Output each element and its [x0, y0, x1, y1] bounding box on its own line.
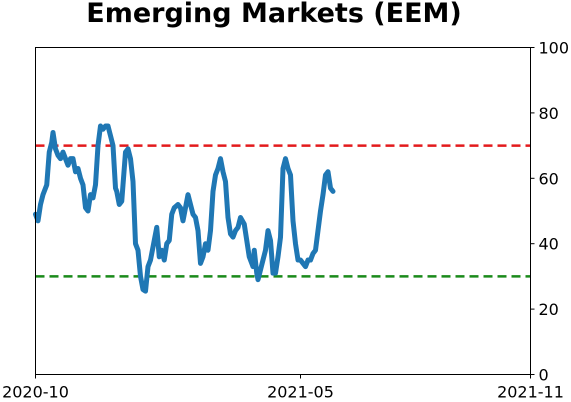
plot-frame	[35, 47, 531, 375]
y-tick-label: 100	[539, 39, 570, 58]
x-tick-label: 2021-05	[267, 383, 334, 402]
x-tick-label: 2021-11	[497, 383, 564, 402]
x-axis: 2020-10 2021-05 2021-11	[2, 374, 564, 402]
x-tick-label: 2020-10	[2, 383, 69, 402]
y-tick-label: 20	[539, 300, 559, 319]
reference-lines	[35, 144, 531, 278]
y-axis: 0 20 40 60 80 100	[530, 39, 570, 385]
chart-title: Emerging Markets (EEM)	[86, 0, 462, 29]
y-tick-label: 40	[539, 235, 559, 254]
series-line-0	[33, 123, 336, 294]
y-tick-label: 0	[539, 366, 549, 385]
y-tick-label: 80	[539, 104, 559, 123]
series-layer	[33, 123, 336, 294]
y-tick-label: 60	[539, 169, 559, 188]
